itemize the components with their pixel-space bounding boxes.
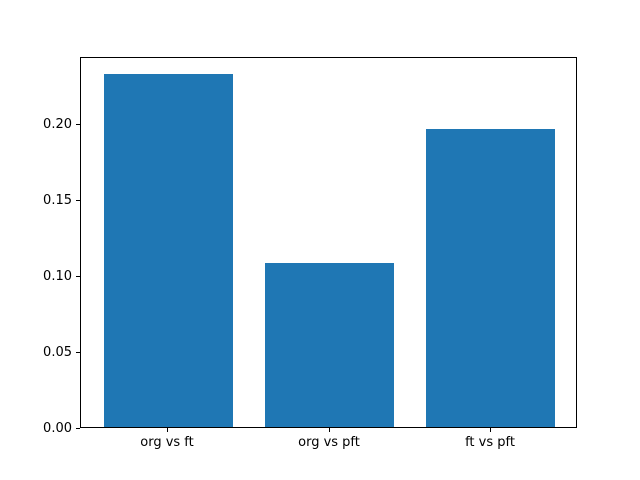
- bar-org-vs-ft: [104, 74, 233, 427]
- y-tick-mark: [76, 276, 80, 277]
- x-tick-mark: [329, 428, 330, 432]
- bar-org-vs-pft: [265, 263, 394, 427]
- x-tick-mark: [167, 428, 168, 432]
- y-tick-label: 0.05: [43, 345, 72, 360]
- x-tick-label: org vs pft: [298, 435, 360, 450]
- y-tick-label: 0.00: [43, 421, 72, 436]
- y-tick-mark: [76, 200, 80, 201]
- y-tick-mark: [76, 428, 80, 429]
- x-tick-mark: [490, 428, 491, 432]
- y-tick-mark: [76, 352, 80, 353]
- y-tick-label: 0.20: [43, 117, 72, 132]
- bar-ft-vs-pft: [426, 129, 555, 427]
- x-tick-label: org vs ft: [140, 435, 194, 450]
- y-tick-label: 0.10: [43, 269, 72, 284]
- y-tick-label: 0.15: [43, 193, 72, 208]
- plot-area: [80, 57, 577, 428]
- x-tick-label: ft vs pft: [465, 435, 515, 450]
- y-tick-mark: [76, 124, 80, 125]
